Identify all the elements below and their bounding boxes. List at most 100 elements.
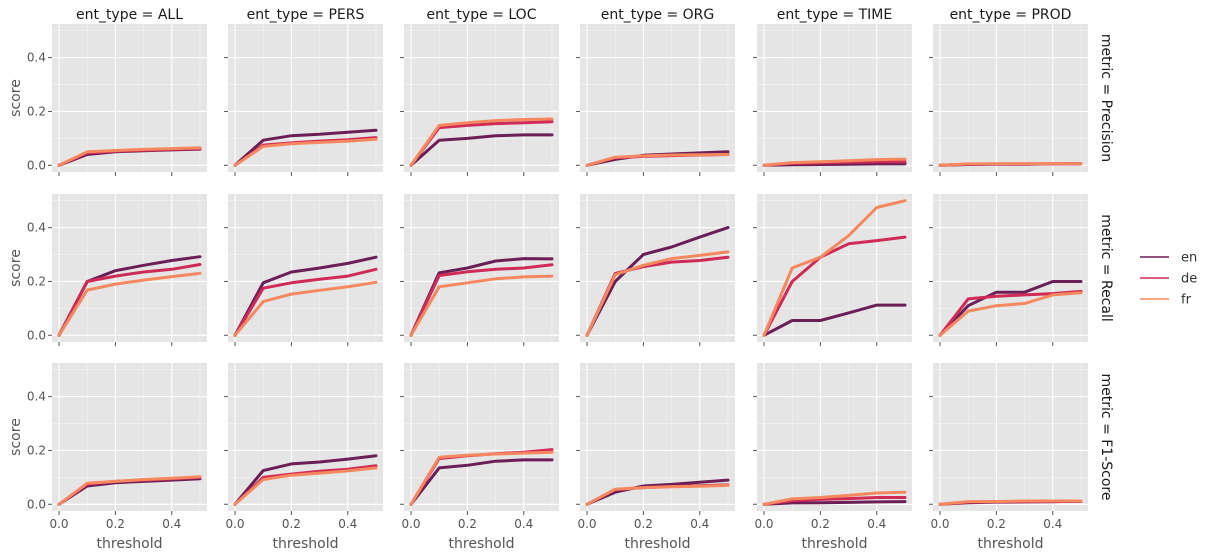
panel-precision-loc xyxy=(400,24,559,176)
x-tick-label: 0.2 xyxy=(106,517,125,531)
series-line-fr xyxy=(409,274,554,337)
x-tick-label: 0.2 xyxy=(811,517,830,531)
x-tick-label: 0.0 xyxy=(930,517,949,531)
x-tick-label: 0.2 xyxy=(634,517,653,531)
series-line-fr xyxy=(57,146,202,167)
panel-background xyxy=(933,24,1088,172)
panel-background xyxy=(933,363,1088,511)
y-tick-label: 0.0 xyxy=(27,497,46,511)
series-line-fr xyxy=(938,291,1083,337)
panel-precision-org xyxy=(576,24,735,176)
series-line-en xyxy=(938,280,1083,337)
y-tick-label: 0.2 xyxy=(27,104,46,118)
y-axis-label: score xyxy=(8,249,24,287)
x-tick-label: 0.2 xyxy=(458,517,477,531)
y-tick-label: 0.2 xyxy=(27,443,46,457)
series-line-de xyxy=(409,263,554,337)
series-line-de xyxy=(762,235,907,337)
panel-f1-score-prod: 0.0 0.2 0.4 xyxy=(929,363,1088,531)
x-tick-label: 0.4 xyxy=(1043,517,1062,531)
panel-recall-org xyxy=(576,194,735,346)
series-line-fr xyxy=(57,271,202,337)
series-line-fr xyxy=(233,280,378,337)
panel-precision-time xyxy=(753,24,912,176)
series-line-de xyxy=(233,267,378,337)
row-facet-title: metric = F1-Score xyxy=(1098,374,1114,501)
x-tick-label: 0.0 xyxy=(49,517,68,531)
legend-label-de: de xyxy=(1181,272,1197,287)
x-axis-label: threshold xyxy=(97,536,163,552)
panel-background xyxy=(404,363,559,511)
series-line-fr xyxy=(409,450,554,506)
series-line-en xyxy=(409,458,554,506)
x-tick-label: 0.0 xyxy=(225,517,244,531)
panel-background xyxy=(580,194,735,342)
x-axis-label: threshold xyxy=(978,536,1044,552)
panel-precision-prod xyxy=(929,24,1088,176)
panel-background xyxy=(757,194,912,342)
series-line-fr xyxy=(585,250,730,337)
column-facet-title: ent_type = LOC xyxy=(427,7,537,23)
panel-recall-prod xyxy=(929,194,1088,346)
panel-f1-score-loc: 0.0 0.2 0.4 xyxy=(400,363,559,531)
panel-background xyxy=(228,194,383,342)
series-line-fr xyxy=(762,199,907,337)
series-line-fr xyxy=(762,490,907,506)
x-tick-label: 0.4 xyxy=(338,517,357,531)
series-line-fr xyxy=(938,499,1083,506)
panel-f1-score-all: 0.0 0.2 0.4 0.0 0.2 0.4 xyxy=(27,363,207,531)
panel-background xyxy=(580,363,735,511)
panel-background xyxy=(52,363,207,511)
y-tick-label: 0.0 xyxy=(27,158,46,172)
column-facet-title: ent_type = PERS xyxy=(247,7,365,23)
y-axis-label: score xyxy=(8,418,24,456)
panel-precision-all: 0.0 0.2 0.4 xyxy=(27,24,207,176)
y-tick-label: 0.0 xyxy=(27,328,46,342)
x-tick-label: 0.0 xyxy=(754,517,773,531)
series-line-fr xyxy=(233,137,378,167)
series-line-en xyxy=(233,255,378,337)
series-line-fr xyxy=(585,153,730,167)
y-tick-label: 0.4 xyxy=(27,221,46,235)
series-line-fr xyxy=(762,157,907,167)
column-facet-title: ent_type = PROD xyxy=(950,7,1072,23)
panel-background xyxy=(580,24,735,172)
x-tick-label: 0.2 xyxy=(282,517,301,531)
panel-recall-all: 0.0 0.2 0.4 xyxy=(27,194,207,346)
series-line-en xyxy=(762,303,907,337)
legend-label-en: en xyxy=(1181,251,1197,266)
panel-background xyxy=(757,24,912,172)
y-tick-label: 0.2 xyxy=(27,274,46,288)
x-axis-label: threshold xyxy=(449,536,515,552)
series-line-fr xyxy=(585,483,730,506)
panel-background xyxy=(757,363,912,511)
panel-f1-score-org: 0.0 0.2 0.4 xyxy=(576,363,735,531)
x-tick-label: 0.2 xyxy=(987,517,1006,531)
series-line-en xyxy=(585,226,730,337)
series-line-de xyxy=(57,263,202,337)
panel-precision-pers xyxy=(224,24,383,176)
series-line-fr xyxy=(938,162,1083,167)
x-tick-label: 0.4 xyxy=(867,517,886,531)
y-axis-label: score xyxy=(8,79,24,117)
series-line-en xyxy=(409,133,554,167)
series-line-en xyxy=(585,478,730,506)
panel-recall-loc xyxy=(400,194,559,346)
x-tick-label: 0.0 xyxy=(401,517,420,531)
panel-recall-time xyxy=(753,194,912,346)
series-line-fr xyxy=(409,117,554,167)
series-line-en xyxy=(233,128,378,167)
x-tick-label: 0.4 xyxy=(690,517,709,531)
x-tick-label: 0.4 xyxy=(162,517,181,531)
x-tick-label: 0.0 xyxy=(577,517,596,531)
series-line-fr xyxy=(57,475,202,506)
column-facet-title: ent_type = ORG xyxy=(601,7,714,23)
x-axis-label: threshold xyxy=(802,536,868,552)
column-facet-title: ent_type = TIME xyxy=(777,7,893,23)
row-facet-title: metric = Recall xyxy=(1098,214,1114,321)
row-facet-title: metric = Precision xyxy=(1098,34,1114,162)
y-tick-label: 0.4 xyxy=(27,390,46,404)
series-line-en xyxy=(762,500,907,506)
series-line-en xyxy=(233,454,378,506)
